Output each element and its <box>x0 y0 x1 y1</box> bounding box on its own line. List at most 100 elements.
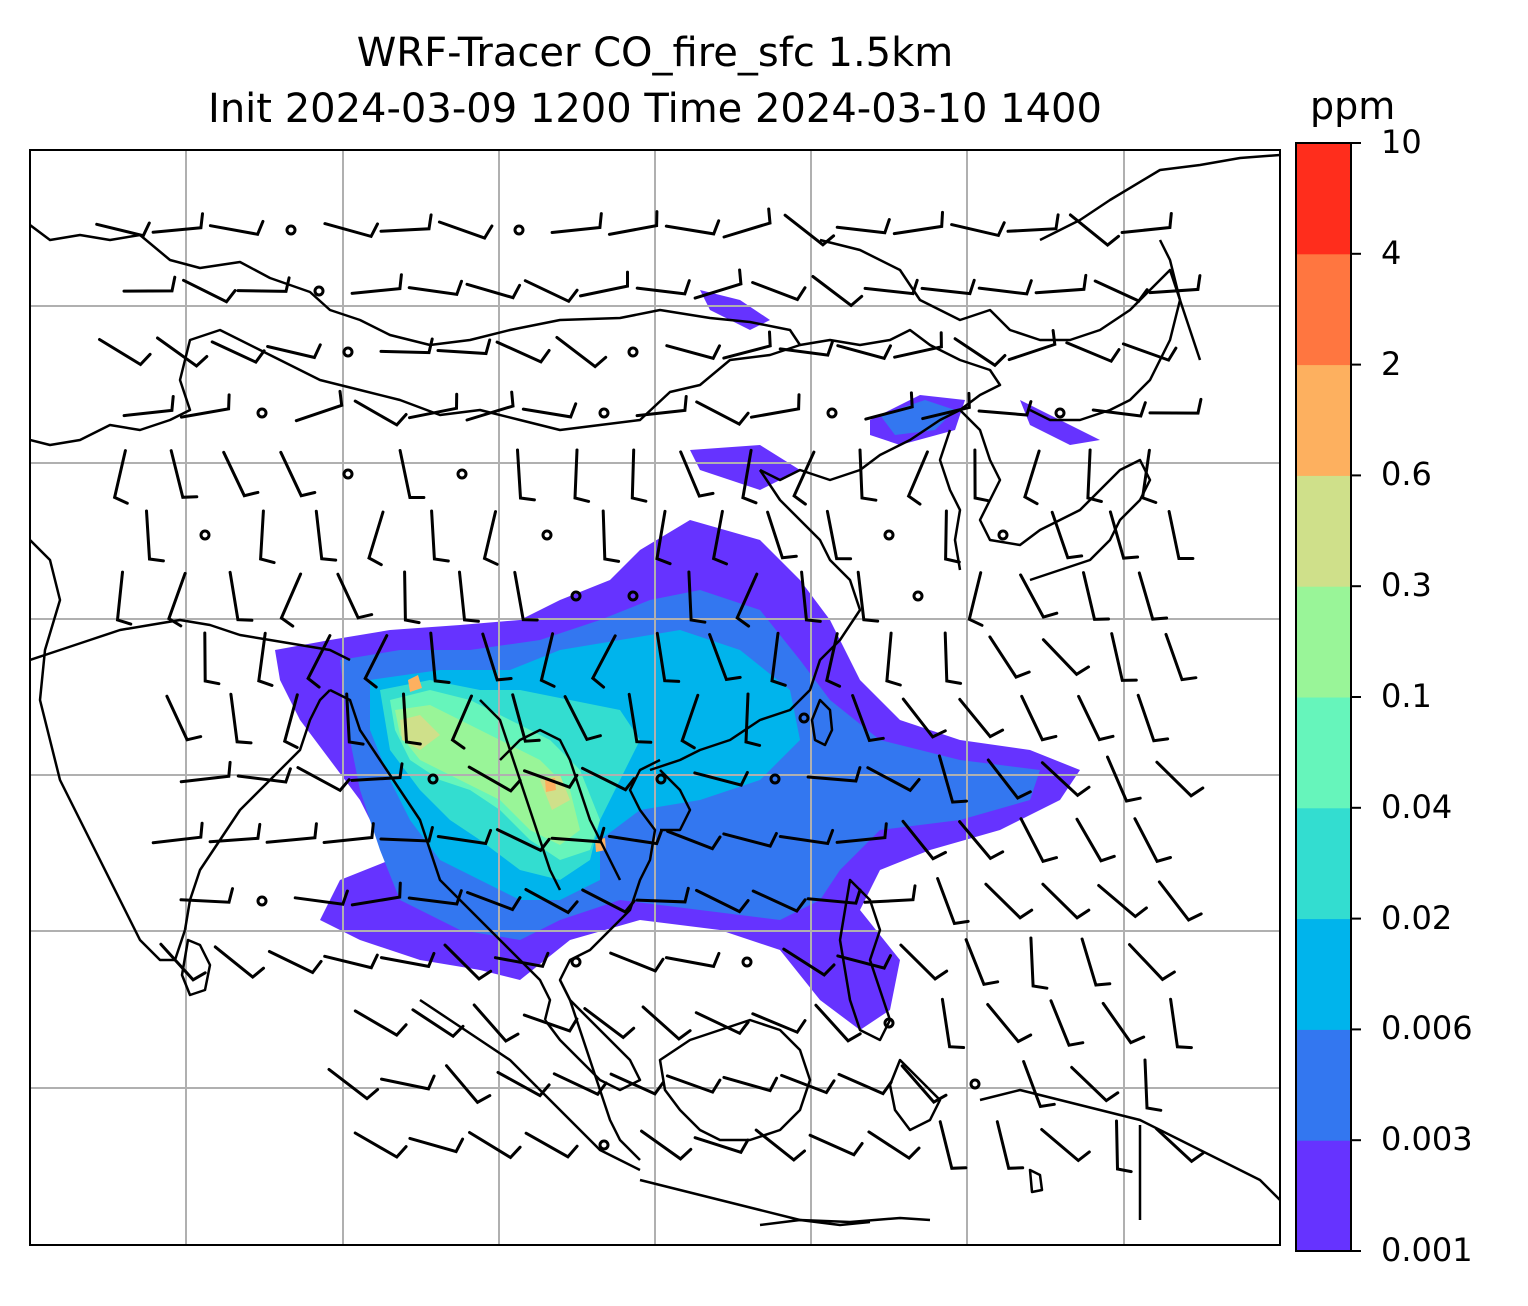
wind-barb <box>236 276 291 293</box>
wind-barb <box>1143 1058 1163 1112</box>
wind-barb <box>749 393 801 419</box>
wind-barb <box>640 1129 693 1161</box>
wind-barb <box>495 340 551 364</box>
wind-barb <box>563 695 602 742</box>
wind-barb <box>350 762 404 782</box>
wind-barb <box>408 392 459 420</box>
wind-barb <box>465 282 522 300</box>
wind-barb <box>1093 279 1149 303</box>
wind-barb <box>687 570 707 624</box>
wind-barb <box>112 449 129 505</box>
wind-barb <box>825 509 853 561</box>
wind-barb <box>1115 1119 1133 1174</box>
wind-barb <box>607 210 659 236</box>
wind-barb <box>1086 448 1103 503</box>
wind-barb <box>1068 213 1120 248</box>
wind-barb <box>1155 760 1205 798</box>
wind-barb <box>1040 761 1091 798</box>
coast-indochina <box>544 758 661 1092</box>
wind-barb <box>694 1011 750 1036</box>
calm-wind-marker <box>883 529 895 541</box>
wind-barb <box>655 509 672 566</box>
wind-barb <box>353 1009 408 1038</box>
wind-barb <box>213 945 265 980</box>
wind-barb <box>722 832 778 848</box>
wind-barb <box>1034 273 1088 295</box>
wind-barb <box>436 828 493 846</box>
wind-barb <box>296 766 351 793</box>
wind-barb <box>267 950 323 975</box>
calm-wind-marker <box>427 773 439 785</box>
colorbar-tick-label: 2 <box>1381 344 1402 383</box>
wind-barb <box>208 822 262 844</box>
wind-barb <box>407 279 463 297</box>
calm-wind-marker <box>541 529 553 541</box>
wind-barb <box>1023 449 1041 506</box>
wind-barb <box>1006 213 1060 233</box>
colorbar-tick-label: 0.003 <box>1381 1120 1473 1159</box>
wind-barb <box>693 1136 750 1155</box>
wind-barb <box>1148 274 1202 295</box>
coast-small-island <box>1028 1168 1044 1194</box>
calm-wind-marker <box>655 773 667 785</box>
wind-barb <box>867 1130 921 1161</box>
wind-barb <box>635 395 688 418</box>
wind-barb <box>403 570 421 625</box>
wind-barb <box>1106 755 1142 803</box>
wind-barb <box>695 400 750 426</box>
wind-barb <box>977 279 1033 296</box>
colorbar-tick-label: 0.02 <box>1381 898 1453 937</box>
wind-barb <box>1101 1001 1146 1045</box>
wind-barb <box>496 1070 551 1098</box>
wind-barb <box>958 820 1005 861</box>
wind-barb <box>744 692 762 747</box>
wind-barb <box>482 510 499 566</box>
coast-china-north-border <box>30 224 802 447</box>
wind-barb <box>1120 212 1173 234</box>
wind-barb <box>665 1074 722 1094</box>
calm-wind-marker <box>798 712 810 724</box>
wind-barb <box>906 450 929 506</box>
wind-barb <box>222 450 260 498</box>
wind-barb <box>695 888 750 914</box>
coast-taiwan <box>810 698 834 747</box>
wind-barb <box>851 694 885 743</box>
wind-barb <box>808 1133 864 1157</box>
wind-barb <box>944 509 961 564</box>
wind-barb <box>783 213 836 247</box>
coast-bangladesh-myanmar <box>329 688 552 1021</box>
wind-barb <box>408 1136 465 1154</box>
wind-barb <box>266 343 322 360</box>
wind-barb <box>511 693 541 743</box>
wind-barb <box>893 331 943 359</box>
wind-barb <box>472 1003 520 1043</box>
wind-barb <box>521 402 578 419</box>
wind-barb <box>1108 510 1140 560</box>
colorbar-tick-label: 0.001 <box>1381 1231 1473 1269</box>
coast-sumatra <box>419 998 641 1172</box>
wind-barb <box>1070 1065 1120 1103</box>
wind-barb <box>866 766 921 793</box>
wind-barb <box>958 697 1005 739</box>
calm-wind-marker <box>883 1017 895 1029</box>
calm-wind-marker <box>598 407 610 419</box>
wind-barb <box>379 213 433 233</box>
wind-barb <box>573 448 591 503</box>
wind-barb <box>1040 1128 1091 1163</box>
wind-barb <box>236 767 292 784</box>
colorbar-swatch <box>1296 697 1351 809</box>
wind-barb <box>550 212 603 234</box>
wind-barb <box>964 938 1000 986</box>
wind-barb <box>722 207 772 239</box>
wind-barb <box>973 448 991 503</box>
wind-barb <box>864 391 914 421</box>
wind-barb <box>1019 817 1058 864</box>
wind-barb <box>379 951 436 969</box>
wind-barb <box>836 954 892 970</box>
coast-sakhalin <box>1158 239 1202 361</box>
wind-barb <box>115 570 133 626</box>
coast-mongolia-east <box>759 328 1002 482</box>
wind-barb <box>156 336 209 368</box>
wind-barb <box>1121 342 1178 362</box>
plume-level-faint-e <box>1020 400 1100 445</box>
